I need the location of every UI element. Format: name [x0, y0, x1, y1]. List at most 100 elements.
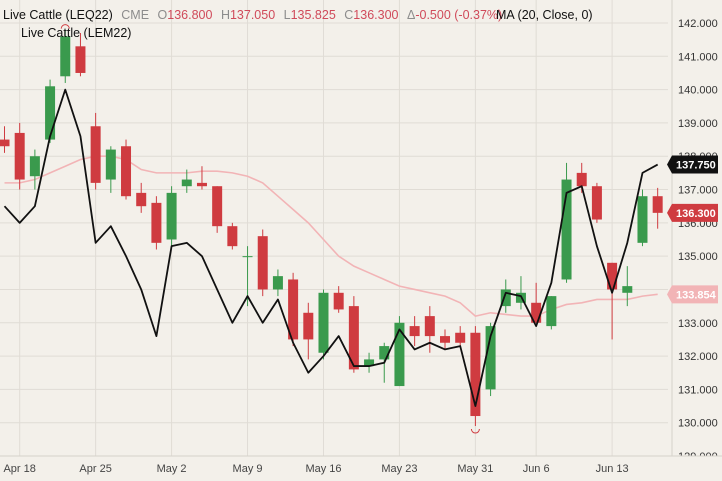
candle-body	[166, 192, 177, 240]
candle-body	[652, 196, 663, 213]
candle-body	[242, 256, 253, 258]
candle-body	[637, 196, 648, 243]
candle-body	[0, 139, 10, 147]
exchange-label: CME	[121, 8, 150, 22]
high-value: 137.050	[229, 8, 276, 22]
candle-down	[257, 229, 268, 297]
time-axis-band	[0, 456, 722, 481]
y-tick-label: 131.000	[678, 384, 718, 396]
candle-down	[0, 126, 10, 153]
symbol-label[interactable]: Live Cattle (LEQ22)	[3, 8, 113, 22]
candle-up	[637, 189, 648, 247]
candle-up	[181, 169, 192, 193]
y-tick-label: 139.000	[678, 118, 718, 130]
candle-up	[364, 352, 375, 373]
candle-down	[409, 316, 420, 347]
y-tick-label: 142.000	[678, 18, 718, 30]
candle-body	[136, 192, 147, 207]
candle-up	[500, 279, 511, 313]
candle-body	[257, 236, 268, 290]
candle-down	[531, 282, 542, 323]
x-tick-label: Apr 25	[79, 463, 111, 475]
candle-down	[455, 326, 466, 347]
candle-down	[440, 329, 451, 350]
candle-body	[424, 316, 435, 337]
candle-down	[470, 326, 481, 427]
candle-down	[151, 196, 162, 250]
candle-down	[14, 122, 25, 190]
candles-layer	[0, 24, 663, 434]
low-marker	[470, 428, 480, 434]
candle-down	[288, 272, 299, 347]
candle-down	[303, 302, 314, 360]
x-tick-label: May 31	[457, 463, 493, 475]
candle-body	[196, 182, 207, 187]
candle-body	[318, 292, 329, 353]
candle-body	[288, 279, 299, 340]
close-value: 136.300	[353, 8, 399, 22]
low-label: L	[283, 8, 291, 22]
candle-body	[151, 202, 162, 243]
price-badge: 136.300	[667, 203, 718, 222]
candle-body	[485, 326, 496, 390]
candle-body	[591, 186, 602, 220]
candle-up	[45, 79, 56, 143]
y-tick-label: 130.000	[678, 418, 718, 430]
candle-down	[348, 296, 359, 373]
compare-symbol-label[interactable]: Live Cattle (LEM22)	[21, 26, 132, 40]
candle-up	[272, 269, 283, 297]
y-tick-label: 132.000	[678, 351, 718, 363]
change-value: -0.500 (-0.37%)	[415, 8, 503, 22]
indicator-label[interactable]: MA (20, Close, 0)	[496, 8, 593, 22]
candle-down	[121, 139, 132, 200]
y-tick-label: 133.000	[678, 318, 718, 330]
price-badge-shape	[667, 155, 718, 174]
candle-body	[227, 226, 238, 247]
candle-body	[348, 306, 359, 370]
candle-down	[607, 262, 618, 340]
candle-up	[105, 146, 116, 193]
candle-body	[440, 336, 451, 343]
candle-body	[105, 149, 116, 180]
candle-body	[75, 46, 86, 73]
price-axis[interactable]: 142.000141.000140.000139.000138.000137.0…	[671, 0, 718, 481]
candle-body	[45, 86, 56, 140]
x-tick-label: May 23	[381, 463, 417, 475]
legend-main: Live Cattle (LEQ22) CME O136.800 H137.05…	[3, 8, 502, 22]
candle-down	[333, 286, 344, 313]
candle-body	[607, 262, 618, 290]
candle-body	[470, 332, 481, 417]
candle-down	[652, 187, 663, 229]
candle-body	[212, 186, 223, 227]
candle-body	[500, 289, 511, 307]
candle-down	[196, 166, 207, 190]
candle-down	[424, 306, 435, 353]
candle-body	[29, 156, 40, 177]
candle-up	[561, 162, 572, 283]
x-tick-label: May 2	[157, 463, 187, 475]
candle-body	[181, 179, 192, 187]
candle-body	[576, 172, 587, 187]
low-value: 135.825	[290, 8, 336, 22]
candle-down	[227, 222, 238, 250]
candle-up	[318, 289, 329, 360]
compare-series-layer	[3, 88, 659, 407]
y-tick-label: 135.000	[678, 251, 718, 263]
candle-body	[364, 359, 375, 367]
candle-body	[90, 126, 101, 183]
candle-body	[622, 286, 633, 293]
candle-up	[166, 186, 177, 247]
price-badge-text: 137.750	[676, 160, 716, 172]
candle-up	[622, 266, 633, 307]
candle-up	[60, 29, 71, 83]
candle-up	[29, 149, 40, 190]
candle-body	[394, 322, 405, 387]
x-tick-label: Jun 6	[523, 463, 550, 475]
candle-body	[531, 302, 542, 323]
x-tick-label: May 9	[233, 463, 263, 475]
x-tick-label: May 16	[305, 463, 341, 475]
y-tick-label: 140.000	[678, 85, 718, 97]
time-axis[interactable]: Apr 18 Apr 25 May 2 May 9 May 16 May 23 May 31…	[0, 455, 722, 481]
candle-body	[546, 296, 557, 327]
